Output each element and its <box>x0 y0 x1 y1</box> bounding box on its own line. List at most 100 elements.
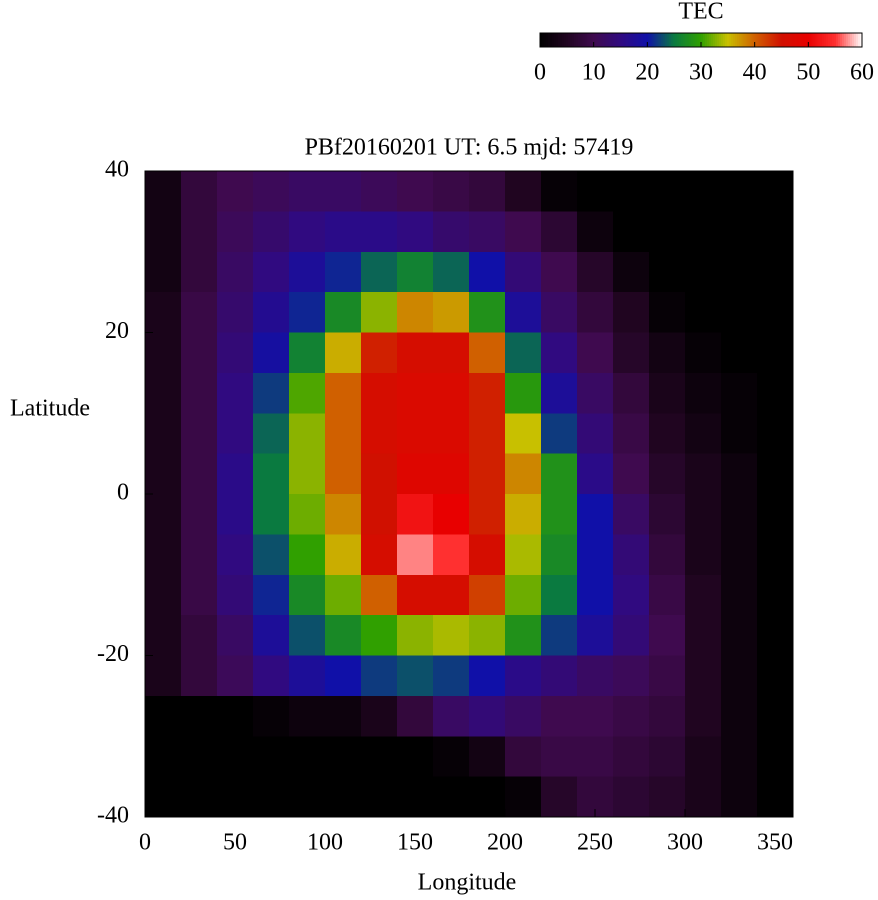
heatmap-cell <box>649 615 686 656</box>
heatmap-cell <box>217 736 254 778</box>
colorbar-swatch <box>676 33 680 47</box>
heatmap-cell <box>577 211 614 253</box>
heatmap-cell <box>361 332 398 374</box>
heatmap-cell <box>613 413 650 455</box>
heatmap-cell <box>541 655 578 697</box>
heatmap-cell <box>757 292 794 333</box>
colorbar-tick-label: 20 <box>635 60 659 86</box>
colorbar-swatch <box>606 33 609 47</box>
heatmap-cell <box>757 372 794 414</box>
heatmap-cell <box>217 372 254 414</box>
colorbar-swatch <box>791 33 795 47</box>
y-axis-label: Latitude <box>10 396 90 422</box>
colorbar-swatch <box>696 33 700 47</box>
colorbar-swatch <box>586 33 589 47</box>
colorbar-swatch <box>686 33 690 47</box>
heatmap-cell <box>721 332 758 374</box>
colorbar-swatch <box>727 33 730 47</box>
colorbar-swatch <box>666 33 670 47</box>
heatmap-cell <box>253 655 290 697</box>
heatmap-cell <box>433 251 470 293</box>
heatmap-cell <box>181 211 218 253</box>
heatmap-cell <box>253 695 290 737</box>
colorbar-swatch <box>550 33 553 47</box>
heatmap-cell <box>505 574 542 616</box>
heatmap-cell <box>721 615 758 656</box>
colorbar-swatch <box>753 33 756 47</box>
heatmap-cell <box>613 534 650 576</box>
colorbar-swatch <box>725 33 728 47</box>
heatmap-cell <box>433 372 470 414</box>
colorbar-swatch <box>622 33 626 47</box>
colorbar-swatch <box>721 33 724 47</box>
heatmap-cell <box>721 534 758 576</box>
heatmap-cell <box>289 453 326 495</box>
heatmap-cell <box>253 494 290 535</box>
colorbar-swatch <box>811 33 815 47</box>
heatmap-cell <box>469 453 506 495</box>
heatmap-cell <box>577 736 614 778</box>
colorbar-swatch <box>618 33 621 47</box>
colorbar-tick-label: 40 <box>743 60 767 86</box>
heatmap-cell <box>577 615 614 656</box>
heatmap-cell <box>721 695 758 737</box>
colorbar-swatch <box>556 33 559 47</box>
heatmap-cell <box>361 413 398 455</box>
heatmap-cell <box>433 453 470 495</box>
heatmap-cell <box>721 453 758 495</box>
heatmap-cell <box>649 655 686 697</box>
colorbar-swatch <box>853 33 857 47</box>
colorbar-swatch <box>777 33 780 47</box>
heatmap-cell <box>469 655 506 697</box>
colorbar-swatch <box>602 33 605 47</box>
heatmap-cell <box>289 534 326 576</box>
colorbar-swatch <box>570 33 573 47</box>
heatmap-cell <box>325 211 362 253</box>
heatmap-cell <box>577 413 614 455</box>
x-tick-label: 100 <box>307 830 343 856</box>
heatmap-cell <box>613 372 650 414</box>
heatmap-cell <box>505 453 542 495</box>
heatmap-cell <box>757 332 794 374</box>
heatmap-cell <box>469 332 506 374</box>
heatmap-cell <box>289 494 326 535</box>
heatmap-cell <box>145 332 182 374</box>
colorbar-swatch <box>564 33 567 47</box>
colorbar-swatch <box>765 33 768 47</box>
colorbar-swatch <box>787 33 791 47</box>
heatmap-cell <box>541 453 578 495</box>
heatmap-cell <box>685 251 722 293</box>
heatmap-cell <box>541 736 578 778</box>
y-tick-label: -20 <box>97 641 129 667</box>
heatmap-cell <box>685 372 722 414</box>
colorbar-swatch <box>807 33 811 47</box>
colorbar-tick-label: 0 <box>534 60 546 86</box>
heatmap-cell <box>505 413 542 455</box>
colorbar-swatch <box>805 33 809 47</box>
heatmap-cell <box>325 292 362 333</box>
heatmap-cell <box>289 251 326 293</box>
heatmap-cell <box>217 574 254 616</box>
heatmap-cell <box>577 171 614 212</box>
heatmap-cell <box>253 332 290 374</box>
heatmap-cell <box>757 494 794 535</box>
colorbar-swatch <box>630 33 634 47</box>
colorbar-swatch <box>688 33 692 47</box>
colorbar-swatch <box>747 33 750 47</box>
colorbar-swatch <box>644 33 648 47</box>
colorbar-swatch <box>857 33 861 47</box>
heatmap-cell <box>253 211 290 253</box>
heatmap-cell <box>613 211 650 253</box>
colorbar-swatch <box>560 33 563 47</box>
heatmap-cell <box>181 736 218 778</box>
heatmap-cell <box>397 251 434 293</box>
colorbar-swatch <box>717 33 720 47</box>
heatmap-cell <box>253 534 290 576</box>
heatmap-cell <box>145 574 182 616</box>
colorbar-swatch <box>664 33 668 47</box>
colorbar-swatch <box>612 33 615 47</box>
heatmap-cell <box>505 171 542 212</box>
heatmap-cell <box>613 736 650 778</box>
heatmap-cell <box>397 695 434 737</box>
